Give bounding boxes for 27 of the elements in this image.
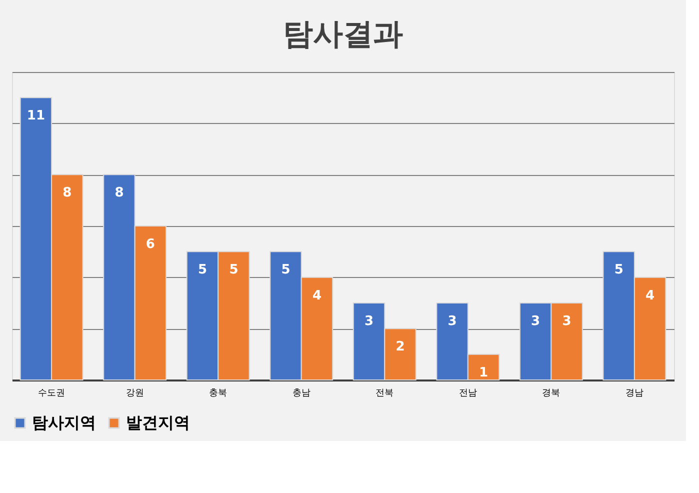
x-tick-label: 충북 (209, 388, 228, 398)
data-label: 8 (62, 186, 72, 201)
chart-title: 탐사결과 (283, 17, 403, 52)
legend-label: 탐사지역 (32, 413, 96, 432)
x-tick-label: 경남 (625, 388, 644, 398)
x-tick-label: 강원 (126, 388, 144, 398)
data-label: 4 (646, 288, 655, 304)
data-label: 6 (146, 237, 155, 252)
data-label: 3 (364, 314, 374, 329)
data-label: 8 (114, 186, 124, 201)
data-label: 5 (198, 262, 208, 278)
x-tick-label: 충남 (292, 388, 310, 398)
data-label: 2 (396, 340, 405, 355)
x-tick-label: 전남 (458, 388, 477, 398)
data-label: 4 (312, 288, 322, 304)
data-label: 3 (531, 314, 540, 329)
data-label: 3 (448, 314, 457, 329)
data-label: 1 (478, 365, 488, 380)
data-label: 11 (26, 108, 45, 124)
x-tick-label: 전북 (376, 388, 394, 398)
data-label: 5 (281, 262, 290, 278)
legend-label: 발견지역 (126, 413, 190, 432)
x-tick-label: 수도권 (38, 388, 66, 398)
data-label: 5 (614, 262, 624, 278)
x-tick-label: 경북 (542, 388, 560, 398)
data-label: 5 (229, 262, 238, 278)
data-label: 3 (562, 314, 572, 329)
